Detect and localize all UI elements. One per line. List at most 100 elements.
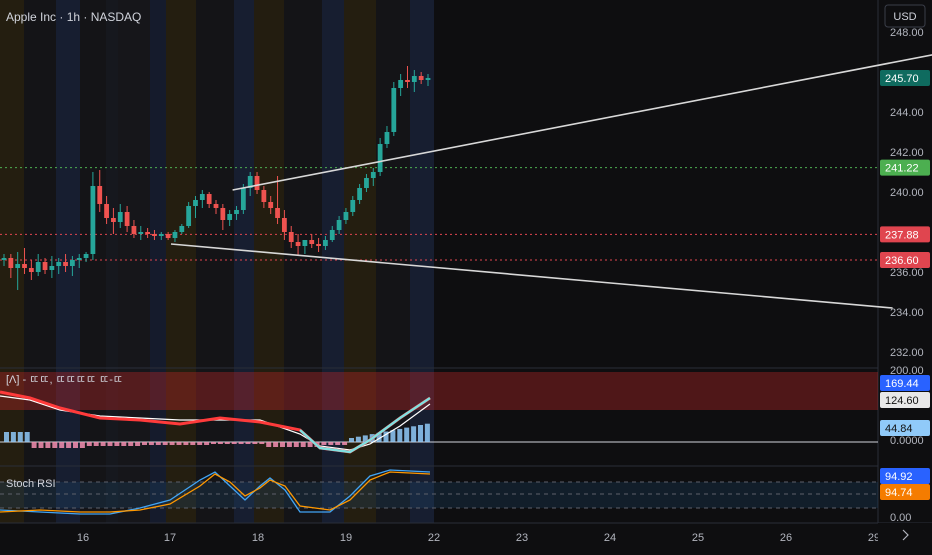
candle-body[interactable] (425, 78, 431, 80)
candle-body[interactable] (56, 262, 62, 266)
price-tag (880, 159, 930, 176)
macd-histogram-bar (390, 430, 396, 442)
candle-body[interactable] (42, 262, 48, 270)
macd-axis-tick: 200.00 (890, 365, 924, 377)
macd-histogram-bar (162, 442, 168, 445)
candle-body[interactable] (295, 242, 301, 246)
candle-body[interactable] (158, 234, 164, 236)
candle-body[interactable] (8, 258, 14, 268)
candle-body[interactable] (28, 268, 34, 272)
price-tag-value: 245.70 (885, 73, 919, 85)
candle-body[interactable] (377, 144, 383, 172)
candle-body[interactable] (384, 132, 390, 144)
candle-body[interactable] (138, 232, 144, 234)
time-axis-label: 22 (428, 532, 440, 544)
candle-body[interactable] (35, 262, 41, 272)
candle-body[interactable] (97, 186, 103, 204)
candle-body[interactable] (254, 176, 260, 190)
lower-trendline[interactable] (170, 243, 893, 309)
candle-body[interactable] (398, 80, 404, 88)
candle-body[interactable] (63, 262, 68, 266)
price-tag (880, 226, 930, 243)
macd-histogram-bar (252, 442, 258, 444)
macd-histogram-bar (418, 425, 423, 442)
candle-body[interactable] (213, 204, 219, 208)
candle-body[interactable] (234, 210, 239, 214)
candle-body[interactable] (227, 214, 233, 220)
macd-histogram-bar (176, 442, 182, 445)
candle-body[interactable] (145, 232, 151, 234)
currency-button[interactable] (884, 4, 926, 28)
candle-body[interactable] (172, 232, 178, 238)
candle-body[interactable] (261, 190, 267, 202)
candle-body[interactable] (76, 258, 82, 260)
candle-body[interactable] (302, 240, 308, 246)
candle-body[interactable] (15, 264, 21, 268)
macd-histogram-bar (183, 442, 189, 445)
candle-body[interactable] (124, 212, 130, 226)
candle-body[interactable] (247, 176, 253, 188)
macd-histogram-bar (86, 442, 92, 446)
candle-body[interactable] (179, 226, 185, 232)
candle-body[interactable] (418, 76, 424, 80)
candle-body[interactable] (391, 88, 397, 132)
chevron-right-icon[interactable] (902, 529, 909, 541)
candle-body[interactable] (240, 188, 246, 210)
candle-body[interactable] (111, 218, 116, 222)
time-axis-label: 25 (692, 532, 704, 544)
candle-body[interactable] (83, 254, 89, 258)
candle-body[interactable] (329, 230, 335, 240)
candle-body[interactable] (411, 76, 417, 82)
candle-body[interactable] (364, 178, 369, 188)
candle-body[interactable] (323, 240, 328, 246)
price-axis-tick: 242.00 (890, 147, 924, 159)
candle-body[interactable] (275, 208, 280, 218)
macd-histogram-bar (190, 442, 196, 445)
candle-body[interactable] (49, 266, 55, 270)
candle-body[interactable] (405, 80, 410, 82)
candle-body[interactable] (199, 194, 205, 200)
candle-body[interactable] (131, 226, 137, 234)
candle-body[interactable] (336, 220, 342, 230)
macd-histogram-bar (328, 442, 334, 445)
candle-body[interactable] (152, 234, 157, 236)
candle-body[interactable] (186, 206, 192, 226)
candle-body[interactable] (309, 240, 315, 244)
macd-histogram-bar (107, 442, 113, 446)
time-axis-label: 24 (604, 532, 616, 544)
upper-trendline[interactable] (232, 54, 932, 191)
candle-body[interactable] (357, 188, 363, 200)
candle-body[interactable] (281, 218, 287, 232)
candle-body[interactable] (193, 200, 198, 206)
macd-overbought-zone (0, 372, 878, 410)
price-tag-value: 237.88 (885, 229, 919, 241)
macd-histogram-bar (293, 442, 299, 447)
candle-body[interactable] (268, 202, 274, 208)
macd-histogram-bar (424, 423, 430, 442)
candle-body[interactable] (206, 194, 212, 204)
candle-body[interactable] (1, 258, 7, 260)
candle-body[interactable] (316, 244, 321, 246)
macd-histogram-bar (397, 428, 403, 442)
price-axis-tick: 240.00 (890, 187, 924, 199)
macd-histogram-bar (376, 432, 382, 442)
macd-histogram-bar (121, 442, 127, 446)
candle-body[interactable] (22, 264, 27, 268)
candle-body[interactable] (69, 260, 75, 266)
candle-body[interactable] (370, 172, 376, 178)
candle-body[interactable] (220, 208, 226, 220)
candle-body[interactable] (90, 186, 96, 254)
candle-body[interactable] (117, 212, 123, 222)
time-axis-label: 23 (516, 532, 528, 544)
time-axis-label: 26 (780, 532, 792, 544)
session-band (376, 0, 410, 523)
candle-body[interactable] (288, 232, 294, 242)
session-band (80, 0, 106, 523)
macd-histogram-bar (169, 442, 175, 445)
candle-body[interactable] (343, 212, 349, 220)
candle-body[interactable] (104, 204, 109, 218)
candle-body[interactable] (165, 234, 171, 238)
candle-body[interactable] (350, 200, 356, 212)
